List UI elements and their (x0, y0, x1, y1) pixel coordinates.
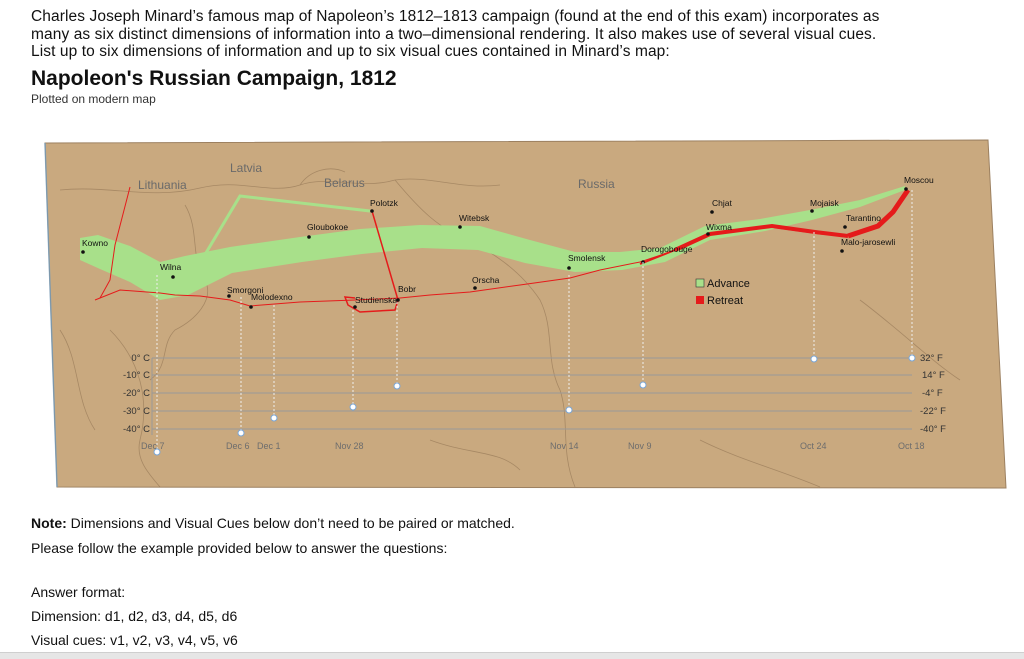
date-dec7: Dec 7 (141, 441, 165, 451)
city-orscha: Orscha (472, 275, 500, 285)
date-nov28: Nov 28 (335, 441, 364, 451)
temp-c-4: -40° C (123, 424, 150, 435)
city-polotzk: Polotzk (370, 198, 399, 208)
region-belarus: Belarus (324, 176, 365, 190)
city-smolensk: Smolensk (568, 253, 606, 263)
retreat-path (94, 186, 911, 313)
temp-c-3: -30° C (123, 406, 150, 417)
city-dots (81, 187, 908, 309)
city-gloubokoe: Gloubokoe (307, 222, 348, 232)
note-text: Dimensions and Visual Cues below don’t n… (66, 515, 515, 531)
legend-retreat-swatch (696, 296, 704, 304)
temp-c-2: -20° C (123, 388, 150, 399)
temperature-chart: 0° C -10° C -20° C -30° C -40° C 32° F 1… (123, 190, 946, 456)
date-dec6: Dec 6 (226, 441, 250, 451)
note-line-2: Please follow the example provided below… (31, 540, 448, 556)
city-witebsk: Witebsk (459, 213, 490, 223)
answer-dimension-line: Dimension: d1, d2, d3, d4, d5, d6 (31, 608, 238, 624)
region-russia: Russia (578, 177, 615, 191)
advance-path (80, 186, 905, 300)
city-studienska: Studienska (355, 295, 397, 305)
question-text: Charles Joseph Minard’s famous map of Na… (31, 8, 1006, 61)
temp-f-2: -4° F (922, 388, 943, 399)
city-smorgoni: Smorgoni (227, 285, 263, 295)
question-line-1: Charles Joseph Minard’s famous map of Na… (31, 8, 880, 25)
note-label: Note: (31, 515, 67, 531)
legend-advance-label: Advance (707, 278, 750, 290)
temp-f-3: -22° F (920, 406, 946, 417)
temp-f-0: 32° F (920, 353, 943, 364)
temp-c-0: 0° C (131, 353, 150, 364)
country-borders (59, 168, 961, 488)
note-line: Note: Dimensions and Visual Cues below d… (31, 515, 515, 531)
legend-retreat-label: Retreat (707, 295, 743, 307)
map-background (44, 139, 1007, 489)
city-dorogobouge: Dorogobouge (641, 244, 693, 254)
city-moscou: Moscou (904, 175, 934, 185)
city-malo-jarosewli: Malo-jarosewli (841, 237, 895, 247)
city-molodexno: Molodexno (251, 292, 293, 302)
city-wilna: Wilna (160, 262, 182, 272)
date-dec1: Dec 1 (257, 441, 281, 451)
map-title: Napoleon's Russian Campaign, 1812 (31, 67, 397, 90)
temp-f-4: -40° F (920, 424, 946, 435)
city-mojaisk: Mojaisk (810, 198, 840, 208)
city-kowno: Kowno (82, 238, 108, 248)
date-oct18: Oct 18 (898, 441, 925, 451)
question-line-3: List up to six dimensions of information… (31, 43, 670, 60)
date-nov9: Nov 9 (628, 441, 652, 451)
legend: Advance Retreat (695, 278, 750, 307)
city-chjat: Chjat (712, 198, 732, 208)
bottom-scrollbar[interactable] (0, 652, 1024, 659)
city-bobr: Bobr (398, 284, 416, 294)
region-lithuania: Lithuania (138, 178, 187, 192)
map-subtitle: Plotted on modern map (31, 92, 156, 106)
answer-format-label: Answer format: (31, 584, 126, 600)
answer-visual-line: Visual cues: v1, v2, v3, v4, v5, v6 (31, 632, 238, 648)
city-tarantino: Tarantino (846, 213, 881, 223)
city-wixma: Wixma (706, 222, 732, 232)
question-line-2: many as six distinct dimensions of infor… (31, 25, 877, 43)
legend-advance-swatch (695, 278, 705, 288)
date-oct24: Oct 24 (800, 441, 827, 451)
date-nov14: Nov 14 (550, 441, 579, 451)
temp-c-1: -10° C (123, 370, 150, 381)
temp-f-1: 14° F (922, 370, 945, 381)
region-latvia: Latvia (230, 161, 262, 175)
